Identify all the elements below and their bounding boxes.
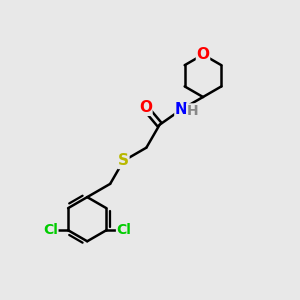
Text: Cl: Cl <box>43 223 58 237</box>
Text: N: N <box>175 102 188 117</box>
Text: O: O <box>196 47 209 62</box>
Text: O: O <box>139 100 152 115</box>
Text: H: H <box>187 104 198 118</box>
Text: Cl: Cl <box>117 223 131 237</box>
Text: S: S <box>118 153 129 168</box>
